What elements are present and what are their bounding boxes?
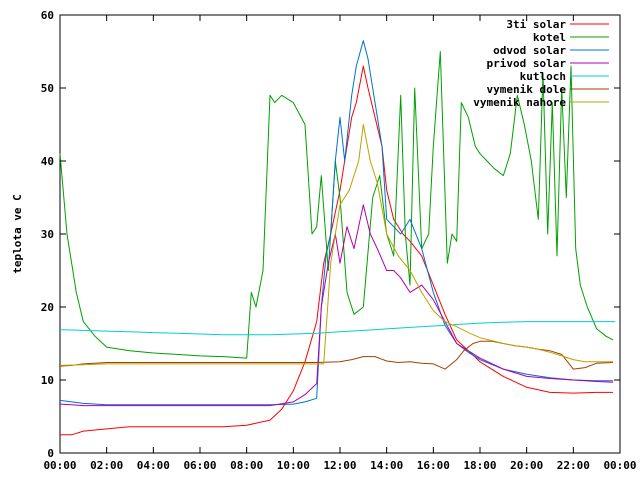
series-line-1 xyxy=(59,51,614,359)
y-tick-label: 0 xyxy=(47,447,54,460)
ticks-layer: 0 10 20 30 40 50 60 00:00 02:00 04:00 06:00 08:00 10… xyxy=(41,9,637,472)
series-line-6 xyxy=(59,124,613,366)
y-tick-label: 10 xyxy=(41,374,54,387)
x-tick-label: 02:00 xyxy=(90,459,123,472)
y-tick-label: 60 xyxy=(41,9,54,22)
series-layer xyxy=(59,40,616,436)
x-tick-label: 04:00 xyxy=(137,459,170,472)
legend-label: vymenik dole xyxy=(487,83,567,96)
x-tick-label: 16:00 xyxy=(417,459,450,472)
x-tick-label: 10:00 xyxy=(277,459,310,472)
y-tick-label: 50 xyxy=(41,82,54,95)
series-line-4 xyxy=(59,321,616,336)
x-tick-label: 22:00 xyxy=(557,459,590,472)
legend-label: kutloch xyxy=(520,70,566,83)
x-tick-label: 14:00 xyxy=(370,459,403,472)
y-tick-label: 40 xyxy=(41,155,54,168)
series-line-3 xyxy=(59,204,614,407)
legend-label: vymenik nahore xyxy=(473,96,566,109)
y-axis-label: teplota ve C xyxy=(11,194,24,273)
y-tick-label: 30 xyxy=(41,228,54,241)
legend-label: privod solar xyxy=(487,57,567,70)
series-line-0 xyxy=(60,65,613,436)
x-tick-label: 12:00 xyxy=(323,459,356,472)
legend-label: odvod solar xyxy=(493,44,566,57)
x-tick-label: 00:00 xyxy=(603,459,636,472)
x-tick-label: 08:00 xyxy=(230,459,263,472)
x-tick-label: 20:00 xyxy=(510,459,543,472)
series-line-2 xyxy=(59,40,613,406)
legend-label: 3ti solar xyxy=(506,18,566,31)
series-line-5 xyxy=(59,340,614,370)
x-tick-label: 00:00 xyxy=(43,459,76,472)
legend-label: kotel xyxy=(533,31,566,44)
x-tick-label: 18:00 xyxy=(463,459,496,472)
x-tick-label: 06:00 xyxy=(183,459,216,472)
y-axis-title: teplota ve C xyxy=(11,194,24,273)
y-tick-label: 20 xyxy=(41,301,54,314)
